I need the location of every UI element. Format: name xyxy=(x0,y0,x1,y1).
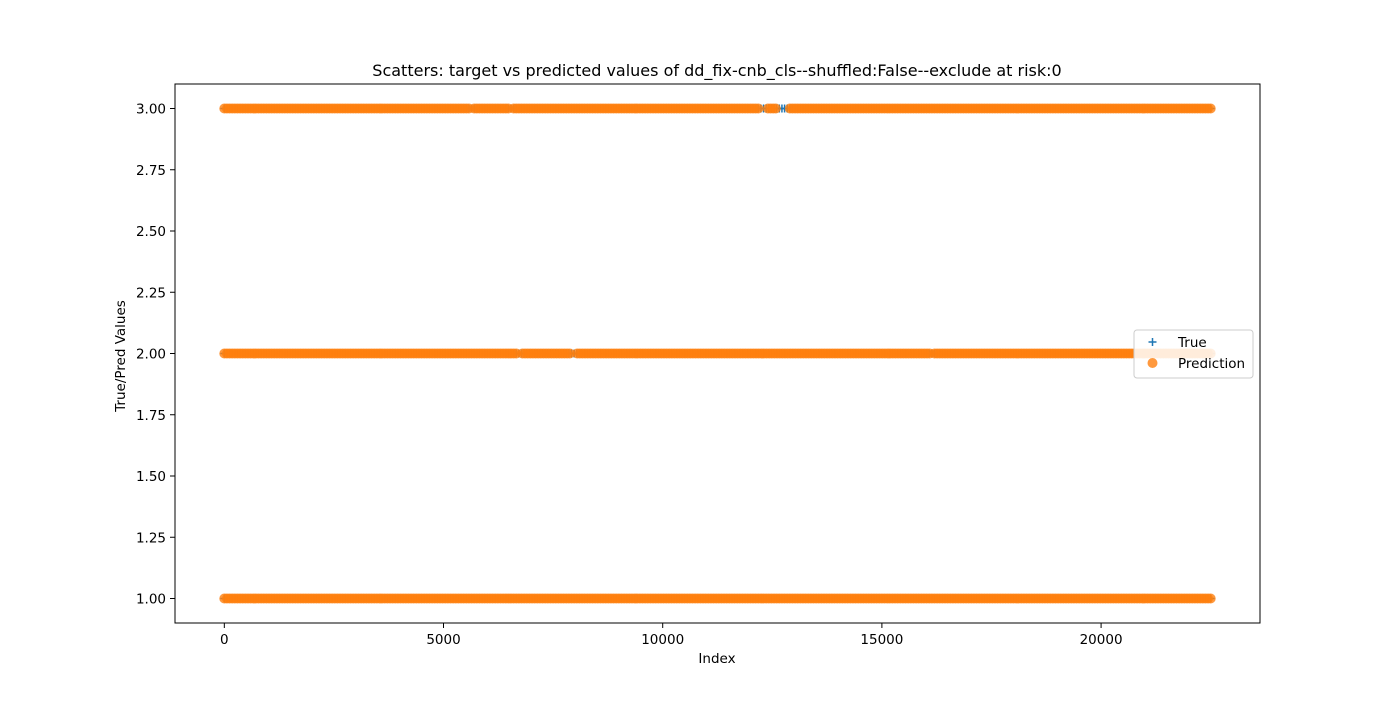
legend-item-true: True xyxy=(1148,335,1207,351)
x-tick-label: 5000 xyxy=(426,632,460,648)
x-tick-label: 20000 xyxy=(1080,632,1123,648)
x-tick-label: 10000 xyxy=(641,632,684,648)
y-tick-label: 2.75 xyxy=(136,163,166,179)
legend-box xyxy=(1133,329,1254,379)
y-tick-label: 1.00 xyxy=(136,592,166,608)
legend: True Prediction xyxy=(1133,329,1254,379)
legend-label-prediction: Prediction xyxy=(1178,356,1245,372)
prediction-point xyxy=(564,348,575,359)
legend-item-prediction: Prediction xyxy=(1147,356,1245,372)
y-tick-label: 1.75 xyxy=(136,408,166,424)
x-axis: 0 5000 10000 15000 20000 xyxy=(220,623,1123,648)
x-axis-label: Index xyxy=(698,651,735,667)
x-tick-label: 0 xyxy=(220,632,229,648)
prediction-point xyxy=(770,103,781,114)
legend-marker-circle-icon xyxy=(1147,358,1158,368)
y-tick-label: 3.00 xyxy=(136,102,166,118)
prediction-point xyxy=(753,103,764,114)
x-tick-label: 15000 xyxy=(860,632,903,648)
y-axis: 1.00 1.25 1.50 1.75 2.00 2.25 2.50 2.75 3.00 xyxy=(136,102,175,608)
y-tick-label: 2.25 xyxy=(136,285,166,301)
y-tick-label: 2.00 xyxy=(136,347,166,363)
y-axis-label: True/Pred Values xyxy=(113,300,129,413)
y-tick-label: 1.50 xyxy=(136,469,166,485)
prediction-point xyxy=(1205,103,1216,114)
y-tick-label: 1.25 xyxy=(136,530,166,546)
y-tick-label: 2.50 xyxy=(136,224,166,240)
legend-label-true: True xyxy=(1177,335,1207,351)
chart-title: Scatters: target vs predicted values of … xyxy=(372,61,1061,81)
prediction-point xyxy=(1205,593,1216,604)
legend-marker-plus-icon xyxy=(1148,338,1157,346)
